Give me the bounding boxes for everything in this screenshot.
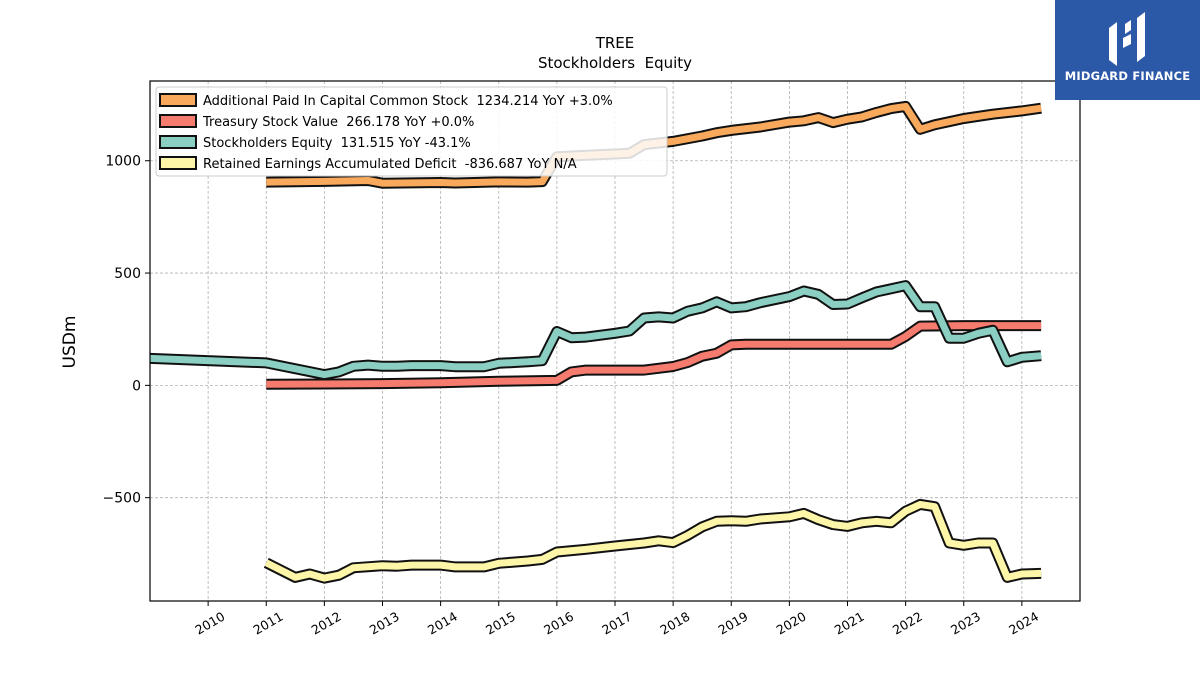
- x-tick-label: 2011: [250, 609, 285, 638]
- y-tick-label: 500: [114, 266, 141, 282]
- x-tick-label: 2017: [599, 609, 634, 638]
- x-tick-label: 2012: [309, 609, 344, 638]
- series-line: [264, 500, 1042, 582]
- x-tick-label: 2010: [192, 609, 227, 638]
- series-line: [266, 102, 1042, 187]
- x-tick-label: 2021: [832, 609, 867, 638]
- x-tick-label: 2020: [774, 609, 809, 638]
- legend-entry-label: Stockholders Equity 131.515 YoY -43.1%: [203, 136, 471, 151]
- legend-swatch: [159, 93, 197, 107]
- x-tick-label: 2023: [948, 609, 983, 638]
- legend-swatch: [159, 135, 197, 149]
- brand-logo: MIDGARD FINANCE: [1055, 0, 1200, 100]
- x-tick-label: 2019: [715, 609, 750, 638]
- series-line: [149, 282, 1042, 379]
- series-line: [266, 322, 1042, 388]
- x-tick-label: 2014: [425, 609, 460, 638]
- legend: Additional Paid In Capital Common Stock …: [155, 86, 668, 177]
- y-tick-label: 0: [132, 378, 141, 394]
- x-tick-label: 2013: [367, 609, 402, 638]
- x-tick-label: 2016: [541, 609, 576, 638]
- legend-entry-label: Additional Paid In Capital Common Stock …: [203, 94, 613, 109]
- brand-name: MIDGARD FINANCE: [1064, 69, 1191, 83]
- chart-subtitle: Stockholders Equity: [538, 54, 692, 72]
- legend-entry-label: Treasury Stock Value 266.178 YoY +0.0%: [202, 115, 474, 130]
- legend-swatch: [159, 114, 197, 128]
- x-axis: 2010 2011 2012 2013 2014 2015 2016 2017 2018 2019…: [192, 601, 1041, 638]
- x-tick-label: 2018: [657, 609, 692, 638]
- y-tick-label: −500: [103, 491, 141, 507]
- legend-swatch: [159, 156, 197, 170]
- legend-box: [155, 86, 668, 177]
- chart-title: TREE: [595, 34, 635, 52]
- x-tick-label: 2022: [890, 609, 925, 638]
- series-outline: [266, 320, 1042, 390]
- x-tick-label: 2015: [483, 609, 518, 638]
- y-axis: −500 0 500 1000: [103, 154, 150, 507]
- legend-entry-label: Retained Earnings Accumulated Deficit -8…: [203, 157, 577, 172]
- midgard-h-logo-icon: [1109, 12, 1145, 66]
- y-axis-label: USDm: [60, 316, 80, 369]
- series-lines: [149, 100, 1042, 584]
- y-tick-label: 1000: [105, 154, 141, 170]
- x-tick-label: 2024: [1006, 609, 1041, 638]
